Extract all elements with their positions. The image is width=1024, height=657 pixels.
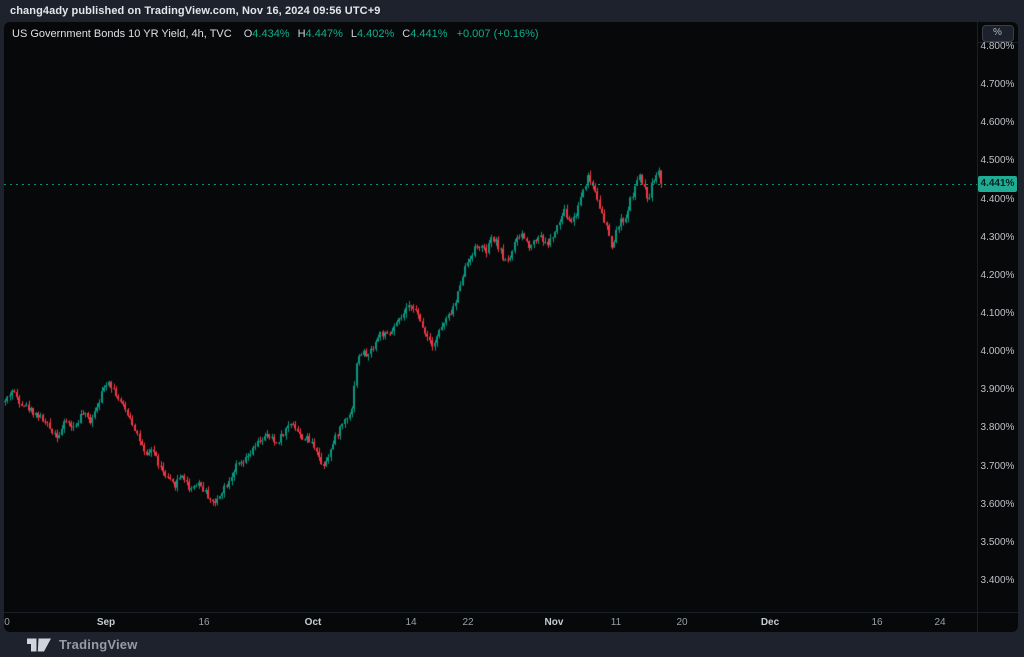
tradingview-logo-icon[interactable]	[27, 638, 51, 652]
ohlc-h-value: H4.447%	[297, 28, 343, 40]
time-axis-tick: 14	[405, 617, 417, 628]
ohlc-o-value: O4.434%	[243, 28, 290, 40]
price-axis-tick: 3.800%	[980, 422, 1015, 434]
last-price-label: 4.441%	[978, 175, 1017, 192]
symbol-legend: US Government Bonds 10 YR Yield, 4h, TVC…	[12, 26, 539, 42]
time-axis-tick: 11	[610, 617, 622, 628]
time-axis-separator	[4, 612, 1018, 613]
last-price-dotted-line	[4, 184, 977, 185]
time-axis-tick: Oct	[304, 617, 322, 628]
time-axis-tick: 16	[871, 617, 883, 628]
symbol-title[interactable]: US Government Bonds 10 YR Yield, 4h, TVC	[12, 28, 232, 40]
price-axis-separator	[977, 22, 978, 632]
time-axis-tick: 16	[198, 617, 210, 628]
price-axis-tick: 4.100%	[980, 307, 1015, 319]
price-axis-tick: 3.400%	[980, 574, 1015, 586]
price-axis-tick: 4.000%	[980, 346, 1015, 358]
price-axis-header: %	[977, 22, 1018, 43]
time-axis-tick: 0	[4, 617, 10, 628]
change-value: +0.007 (+0.16%)	[456, 28, 539, 40]
ohlc-values: O4.434% H4.447% L4.402% C4.441%	[236, 28, 448, 40]
time-axis-tick: 22	[462, 617, 474, 628]
time-axis-tick: Dec	[760, 617, 780, 628]
price-axis-tick: 4.600%	[980, 117, 1015, 129]
ohlc-l-value: L4.402%	[350, 28, 395, 40]
price-axis-tick: 4.500%	[980, 155, 1015, 167]
price-axis-tick: 3.700%	[980, 460, 1015, 472]
footer-bar: TradingView	[0, 632, 1024, 657]
publish-bar: chang4ady published on TradingView.com, …	[0, 0, 1024, 22]
tradingview-brand-text[interactable]: TradingView	[59, 637, 138, 652]
publish-info-text: chang4ady published on TradingView.com, …	[10, 5, 381, 17]
price-axis-tick: 4.700%	[980, 79, 1015, 91]
candlestick-chart-canvas[interactable]	[4, 22, 977, 612]
percent-unit-button[interactable]: %	[981, 24, 1014, 42]
price-axis[interactable]: % 4.800% 4.700% 4.600% 4.500% 4.400% 4.300% 4.…	[977, 22, 1018, 612]
price-axis-tick: 4.400%	[980, 193, 1015, 205]
price-axis-tick: 3.600%	[980, 498, 1015, 510]
time-axis-tick: 24	[934, 617, 946, 628]
time-axis-tick: Sep	[96, 617, 116, 628]
price-axis-tick: 4.800%	[980, 41, 1015, 52]
time-axis-tick: 20	[676, 617, 688, 628]
time-axis-tick: Nov	[544, 617, 564, 628]
time-axis[interactable]: 0 Sep 16 Oct 14 22 Nov 11 20 Dec 16 24	[4, 613, 1018, 632]
chart-container: US Government Bonds 10 YR Yield, 4h, TVC…	[4, 22, 1018, 632]
ohlc-c-value: C4.441%	[402, 28, 448, 40]
price-axis-tick: 4.300%	[980, 231, 1015, 243]
price-axis-tick: 3.500%	[980, 536, 1015, 548]
price-axis-tick: 3.900%	[980, 384, 1015, 396]
price-axis-tick: 4.200%	[980, 269, 1015, 281]
